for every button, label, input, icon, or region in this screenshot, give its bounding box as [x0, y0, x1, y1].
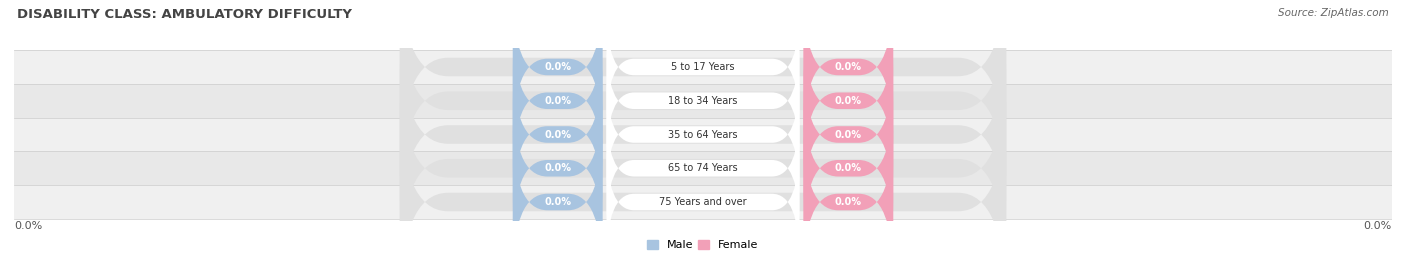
FancyBboxPatch shape — [606, 109, 800, 228]
Text: 0.0%: 0.0% — [544, 62, 571, 72]
FancyBboxPatch shape — [399, 93, 1007, 269]
Text: 5 to 17 Years: 5 to 17 Years — [671, 62, 735, 72]
Bar — [14, 151, 1392, 185]
FancyBboxPatch shape — [804, 25, 893, 177]
FancyBboxPatch shape — [513, 92, 602, 244]
Text: 0.0%: 0.0% — [544, 129, 571, 140]
Text: DISABILITY CLASS: AMBULATORY DIFFICULTY: DISABILITY CLASS: AMBULATORY DIFFICULTY — [17, 8, 352, 21]
Bar — [14, 50, 1392, 84]
FancyBboxPatch shape — [513, 58, 602, 211]
Text: 0.0%: 0.0% — [835, 129, 862, 140]
Text: 0.0%: 0.0% — [835, 163, 862, 173]
Legend: Male, Female: Male, Female — [647, 240, 759, 250]
FancyBboxPatch shape — [399, 26, 1007, 243]
Text: 0.0%: 0.0% — [835, 197, 862, 207]
Text: 0.0%: 0.0% — [835, 62, 862, 72]
FancyBboxPatch shape — [399, 0, 1007, 176]
FancyBboxPatch shape — [513, 126, 602, 269]
FancyBboxPatch shape — [606, 143, 800, 261]
FancyBboxPatch shape — [804, 58, 893, 211]
Bar — [14, 185, 1392, 219]
FancyBboxPatch shape — [513, 0, 602, 143]
FancyBboxPatch shape — [399, 0, 1007, 210]
Text: 0.0%: 0.0% — [544, 96, 571, 106]
Text: 0.0%: 0.0% — [835, 96, 862, 106]
FancyBboxPatch shape — [804, 126, 893, 269]
Text: 18 to 34 Years: 18 to 34 Years — [668, 96, 738, 106]
Text: 75 Years and over: 75 Years and over — [659, 197, 747, 207]
FancyBboxPatch shape — [399, 59, 1007, 269]
FancyBboxPatch shape — [606, 75, 800, 194]
FancyBboxPatch shape — [804, 0, 893, 143]
Text: 0.0%: 0.0% — [14, 221, 42, 231]
Text: 0.0%: 0.0% — [544, 197, 571, 207]
Bar — [14, 118, 1392, 151]
Bar — [14, 84, 1392, 118]
FancyBboxPatch shape — [804, 92, 893, 244]
Text: 0.0%: 0.0% — [544, 163, 571, 173]
Text: 65 to 74 Years: 65 to 74 Years — [668, 163, 738, 173]
FancyBboxPatch shape — [606, 8, 800, 126]
Text: Source: ZipAtlas.com: Source: ZipAtlas.com — [1278, 8, 1389, 18]
FancyBboxPatch shape — [606, 41, 800, 160]
Text: 0.0%: 0.0% — [1364, 221, 1392, 231]
Text: 35 to 64 Years: 35 to 64 Years — [668, 129, 738, 140]
FancyBboxPatch shape — [513, 25, 602, 177]
